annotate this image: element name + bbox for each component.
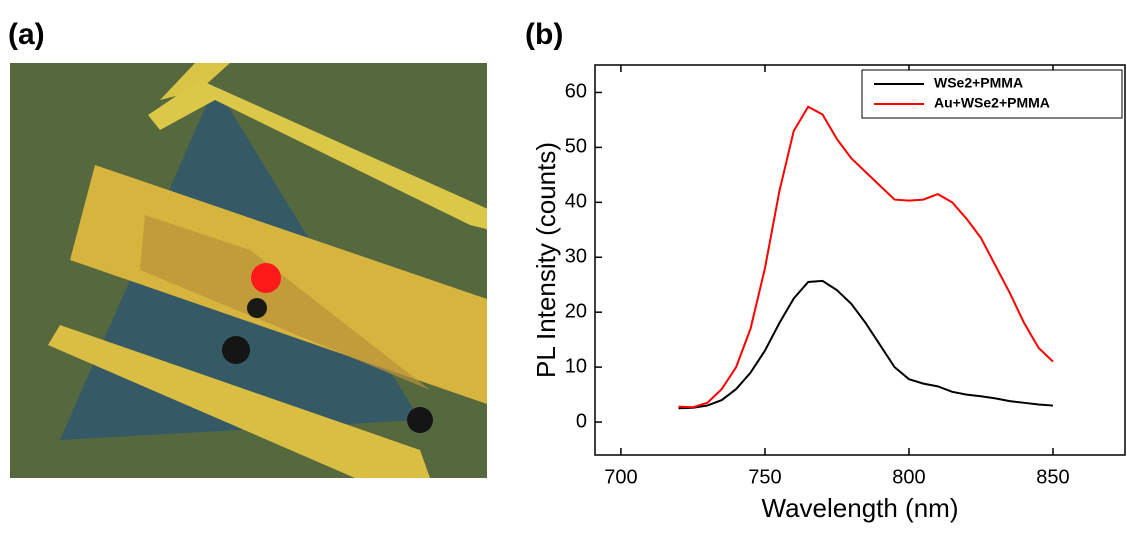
x-tick-label: 700 bbox=[604, 466, 637, 488]
legend-box bbox=[861, 69, 1123, 119]
legend-label: Au+WSe2+PMMA bbox=[934, 95, 1050, 111]
y-tick-label: 60 bbox=[565, 81, 587, 103]
y-tick-label: 30 bbox=[565, 246, 587, 268]
y-tick-label: 50 bbox=[565, 136, 587, 158]
series-line bbox=[678, 279, 1054, 410]
panel-label: (b) bbox=[525, 18, 563, 51]
y-tick-label: 20 bbox=[565, 300, 587, 322]
x-tick-label: 800 bbox=[892, 466, 925, 488]
micrograph bbox=[10, 63, 487, 478]
x-tick-label: 850 bbox=[1036, 466, 1069, 488]
plot-frame bbox=[594, 64, 1126, 456]
series-line bbox=[678, 105, 1054, 409]
legend-label: WSe2+PMMA bbox=[934, 75, 1023, 91]
y-tick-label: 40 bbox=[565, 191, 587, 213]
x-axis-title: Wavelength (nm) bbox=[762, 493, 959, 523]
x-tick-label: 750 bbox=[748, 466, 781, 488]
y-tick-label: 10 bbox=[565, 355, 587, 377]
y-tick-label: 0 bbox=[576, 410, 587, 432]
panel-label: (a) bbox=[8, 18, 45, 51]
y-axis-title: PL Intensity (counts) bbox=[531, 142, 561, 378]
